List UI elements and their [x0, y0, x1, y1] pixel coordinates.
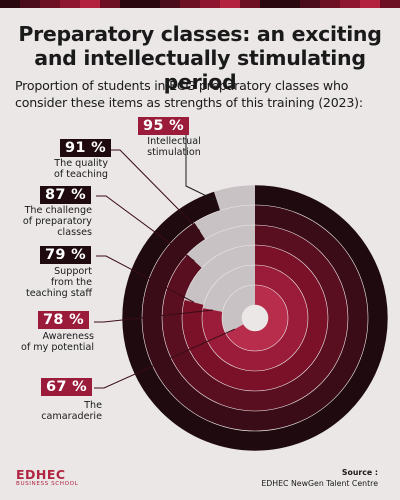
strip-segment [260, 0, 280, 8]
strip-segment [140, 0, 160, 8]
strip-segment [220, 0, 240, 8]
remainder-arc-0 [213, 185, 255, 211]
value-badge-challenge: 87 % [40, 186, 91, 204]
subtitle-line-2: consider these items as strengths of thi… [15, 94, 363, 110]
leader-line-1 [110, 149, 201, 232]
strip-segment [200, 0, 220, 8]
strip-segment [40, 0, 60, 8]
title-line-1: Preparatory classes: an exciting [18, 22, 382, 46]
logo-tagline: BUSINESS SCHOOL [16, 481, 79, 487]
value-badge-intellectual-stimulation: 95 % [138, 117, 189, 135]
value-arc-5 [226, 285, 288, 352]
label-challenge: The challenge of preparatory classes [22, 205, 92, 238]
strip-segment [240, 0, 260, 8]
strip-segment [80, 0, 100, 8]
source-text: EDHEC NewGen Talent Centre [261, 479, 378, 488]
strip-segment [300, 0, 320, 8]
label-awareness: Awareness of my potential [20, 331, 94, 353]
remainder-arc-4 [202, 265, 255, 312]
value-badge-camaraderie: 67 % [41, 378, 92, 396]
edhec-logo: EDHEC BUSINESS SCHOOL [16, 468, 78, 488]
strip-segment [120, 0, 140, 8]
ring-separator [221, 284, 289, 352]
remainder-arc-2 [187, 225, 255, 269]
strip-segment [340, 0, 360, 8]
title-line-2: and intellectually stimulating period [34, 46, 366, 94]
strip-segment [0, 0, 20, 8]
label-intellectual-stimulation: Intellectual stimulation [147, 136, 201, 158]
label-camaraderie: The camaraderie [41, 400, 102, 422]
label-quality-of-teaching: The quality of teaching [53, 158, 108, 180]
strip-segment [60, 0, 80, 8]
strip-segment [320, 0, 340, 8]
strip-segment [100, 0, 120, 8]
remainder-arc-3 [184, 245, 255, 305]
strip-segment [160, 0, 180, 8]
value-badge-quality-of-teaching: 91 % [60, 139, 111, 157]
source-label: Source : [341, 468, 378, 477]
strip-segment [360, 0, 380, 8]
strip-segment [380, 0, 400, 8]
subtitle-line-1: Proportion of students in ECG preparator… [15, 78, 349, 93]
ring-separator [121, 184, 389, 452]
chart-subtitle: Proportion of students in ECG preparator… [15, 78, 400, 111]
leader-line-0 [185, 126, 218, 202]
strip-segment [280, 0, 300, 8]
remainder-arc-1 [194, 205, 255, 240]
ring-separator [181, 244, 329, 392]
value-badge-awareness: 78 % [38, 311, 89, 329]
ring-separator [201, 264, 309, 372]
top-decoration-strip [0, 0, 400, 8]
remainder-arc-5 [222, 285, 255, 334]
ring-separator [161, 224, 349, 412]
leader-line-4 [94, 309, 213, 323]
strip-segment [180, 0, 200, 8]
leader-line-5 [94, 328, 236, 389]
chart-center-hole [242, 305, 268, 331]
label-support: Support from the teaching staff [25, 266, 92, 299]
value-badge-support: 79 % [40, 246, 91, 264]
logo-name: EDHEC [16, 467, 66, 482]
source-note: Source : EDHEC NewGen Talent Centre [261, 467, 378, 489]
leader-line-2 [96, 195, 195, 262]
value-arc-4 [202, 265, 308, 371]
leader-line-3 [96, 255, 195, 303]
strip-segment [20, 0, 40, 8]
chart-title: Preparatory classes: an exciting and int… [0, 22, 400, 94]
